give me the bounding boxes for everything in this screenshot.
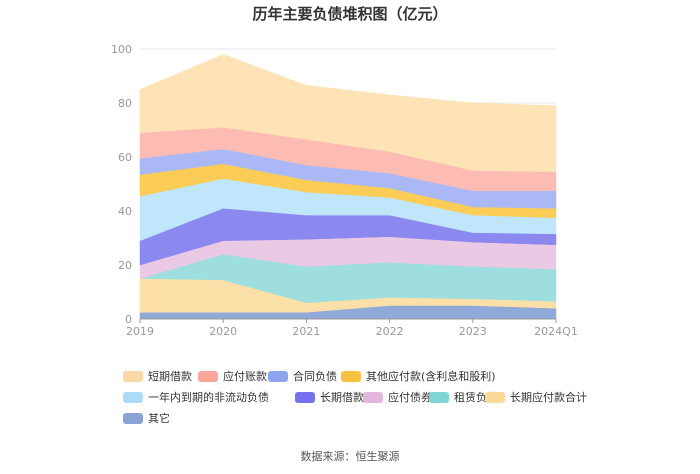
legend-swatch [268,370,288,382]
x-tick-label: 2022 [376,325,404,338]
legend-item[interactable]: 应付账款 [198,368,267,384]
chart-title: 历年主要负债堆积图（亿元） [252,5,448,23]
legend-label: 应付账款 [223,370,267,383]
legend-swatch [123,391,143,403]
legend-item[interactable]: 其他应付款(含利息和股利) [341,368,496,384]
legend-label: 其它 [148,412,170,425]
legend-label: 其他应付款(含利息和股利) [366,370,496,383]
x-tick-label: 2021 [292,325,320,338]
legend-label: 长期借款 [320,391,364,404]
legend-item[interactable]: 长期借款 [295,389,364,405]
legend-item[interactable]: 其它 [123,410,170,426]
y-tick-label: 60 [118,151,132,164]
legend-swatch [123,412,143,424]
legend-label: 一年内到期的非流动负债 [148,391,269,404]
legend-swatch [295,391,315,403]
y-tick-label: 0 [125,313,132,326]
x-tick-label: 2019 [126,325,154,338]
legend-swatch [341,370,361,382]
y-tick-label: 100 [111,43,132,56]
legend-item[interactable]: 合同负债 [268,368,337,384]
legend-item[interactable]: 应付债券 [363,389,432,405]
y-tick-label: 40 [118,205,132,218]
y-tick-label: 80 [118,97,132,110]
area-series-layer [139,54,557,320]
legend-swatch [429,391,449,403]
y-tick-label: 20 [118,259,132,272]
legend-swatch [198,370,218,382]
x-tick-label: 2020 [209,325,237,338]
legend-label: 长期应付款合计 [510,391,587,404]
legend-item[interactable]: 短期借款 [123,368,192,384]
area-series [139,54,557,173]
legend-label: 合同负债 [293,370,337,383]
legend-item[interactable]: 一年内到期的非流动负债 [123,389,269,405]
legend-swatch [363,391,383,403]
legend-label: 短期借款 [148,370,192,383]
x-tick-label: 2023 [459,325,487,338]
legend-swatch [485,391,505,403]
legend-label: 应付债券 [388,391,432,404]
axis-layer: 0 20 40 60 80 100 2019 2020 2021 2022 2023 2024Q1 [111,43,578,338]
legend-swatch [123,370,143,382]
legend-item[interactable]: 长期应付款合计 [485,389,587,405]
source-note: 数据来源：恒生聚源 [300,450,400,463]
x-tick-label: 2024Q1 [534,325,578,338]
